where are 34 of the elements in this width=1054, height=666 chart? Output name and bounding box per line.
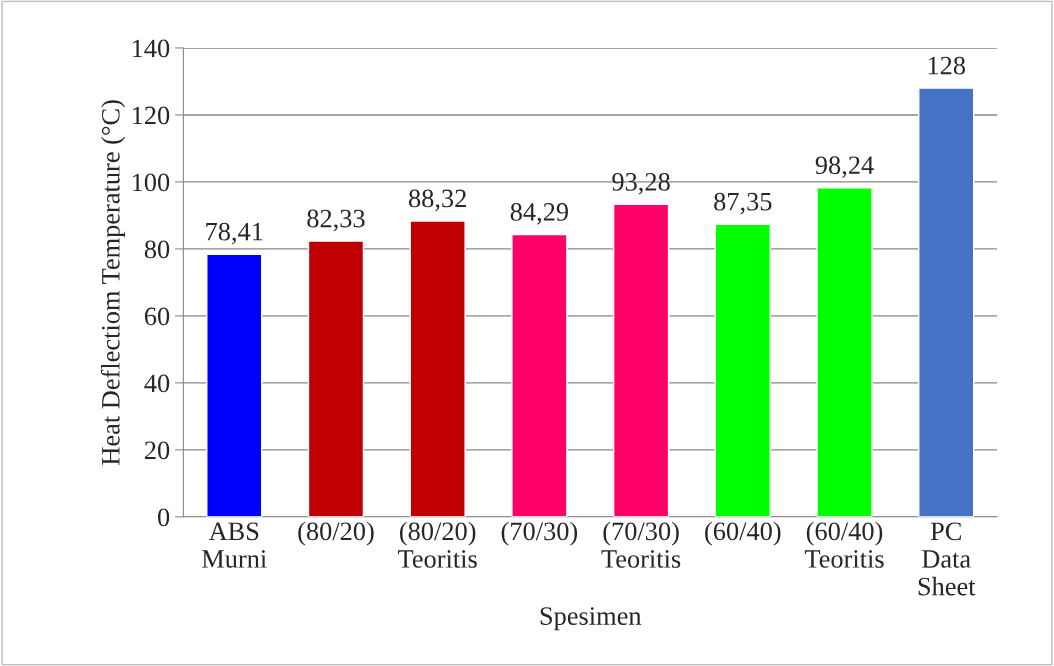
bar [612,203,670,517]
y-axis-title: Heat Deflectiom Temperature (°C) [100,100,126,465]
data-label: 84,29 [510,203,568,225]
bar [918,87,975,517]
bar [307,240,365,517]
data-label: 78,41 [206,222,263,245]
x-tick-label: PC Data Sheet [918,522,976,596]
y-tick-label: 120 [132,106,170,125]
y-tick-label: 80 [144,240,170,259]
y-tick-label: 100 [132,173,170,192]
x-axis-title: Spesimen [540,607,642,631]
bar [714,223,771,517]
data-label: 87,35 [714,192,772,215]
y-tick-label: 0 [158,508,170,527]
x-tick-label: (80/20) Teoritis [398,521,477,568]
data-label: 93,28 [612,172,670,195]
y-tick-label: 20 [144,441,170,460]
data-label: 128 [928,56,966,75]
bar [816,187,873,517]
x-tick-label: (60/40) [705,521,781,546]
x-tick-label: (60/40) Teoritis [804,521,884,568]
y-tick-label: 140 [132,39,170,58]
bar [511,233,568,517]
x-tick-label: ABS Murni [202,522,267,568]
data-label: 88,32 [408,189,466,212]
y-tick-label: 40 [144,374,170,393]
x-tick-label: (70/30) [501,521,578,546]
bar [206,253,263,517]
bar [409,220,466,517]
x-tick-label: (80/20) [298,521,374,546]
data-label: 82,33 [307,209,365,232]
data-label: 98,24 [815,156,874,178]
y-tick-label: 60 [144,307,170,326]
x-tick-label: (70/30) Teoritis [601,521,681,568]
